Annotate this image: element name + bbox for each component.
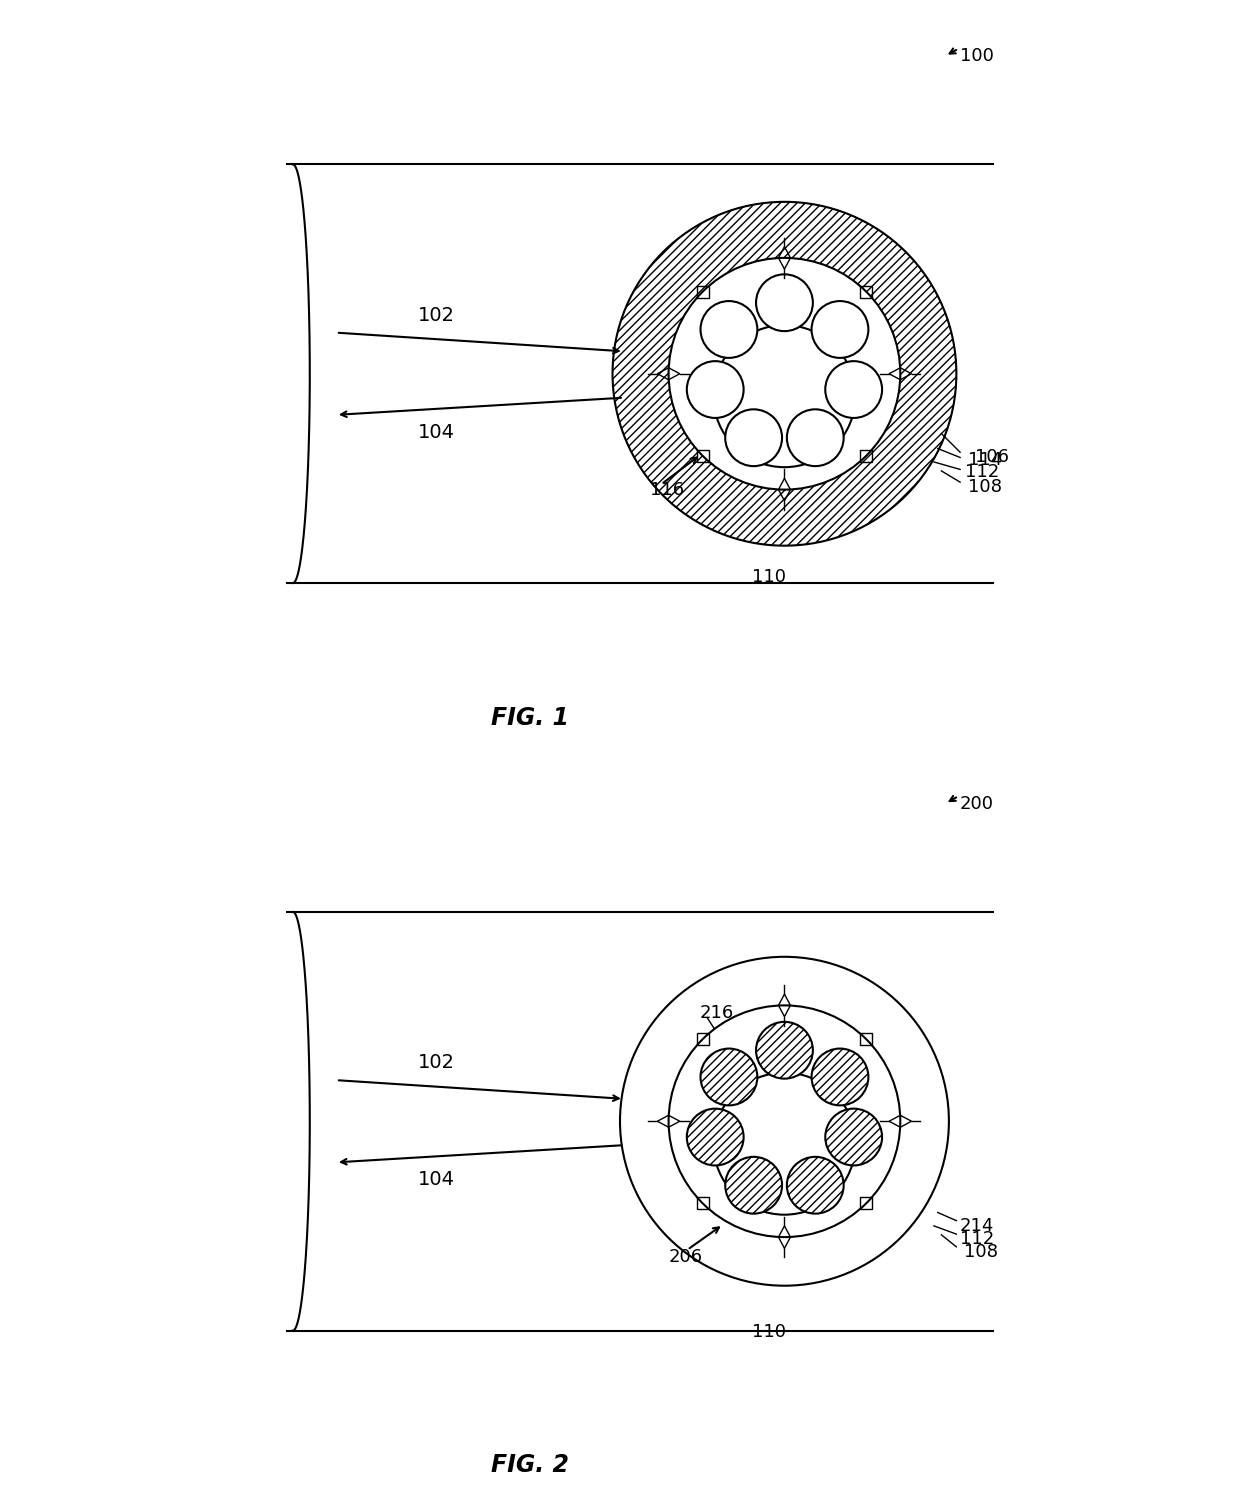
Circle shape	[701, 1048, 758, 1105]
Circle shape	[701, 300, 758, 357]
Circle shape	[613, 202, 956, 546]
Text: 200: 200	[960, 794, 994, 813]
Circle shape	[787, 1157, 843, 1214]
Text: 214: 214	[960, 1217, 994, 1235]
Text: 110: 110	[753, 1323, 786, 1341]
Circle shape	[687, 362, 744, 419]
Text: 108: 108	[963, 1242, 998, 1262]
Text: 114: 114	[967, 450, 1002, 469]
Circle shape	[713, 1073, 856, 1214]
Text: 108: 108	[967, 478, 1002, 496]
Circle shape	[756, 1023, 813, 1079]
Circle shape	[713, 326, 856, 466]
Text: 102: 102	[418, 1054, 455, 1072]
Circle shape	[756, 275, 813, 332]
Text: 116: 116	[650, 480, 684, 499]
Text: 110: 110	[753, 568, 786, 586]
Text: 104: 104	[418, 423, 455, 441]
Text: 104: 104	[418, 1171, 455, 1189]
Circle shape	[725, 410, 782, 466]
Circle shape	[620, 957, 949, 1286]
Circle shape	[668, 1005, 900, 1238]
Circle shape	[826, 362, 882, 419]
Circle shape	[687, 1109, 744, 1166]
Circle shape	[811, 300, 868, 357]
Text: 102: 102	[418, 306, 455, 324]
Circle shape	[787, 410, 843, 466]
Text: 106: 106	[975, 448, 1009, 466]
Text: 100: 100	[960, 46, 994, 66]
Text: 112: 112	[966, 463, 999, 481]
Text: FIG. 1: FIG. 1	[491, 706, 569, 730]
Text: 216: 216	[701, 1003, 734, 1023]
Text: 112: 112	[960, 1230, 994, 1248]
Circle shape	[725, 1157, 782, 1214]
Text: FIG. 2: FIG. 2	[491, 1453, 569, 1477]
Circle shape	[811, 1048, 868, 1105]
Circle shape	[668, 259, 900, 490]
Text: 206: 206	[668, 1248, 703, 1266]
Circle shape	[826, 1109, 882, 1166]
